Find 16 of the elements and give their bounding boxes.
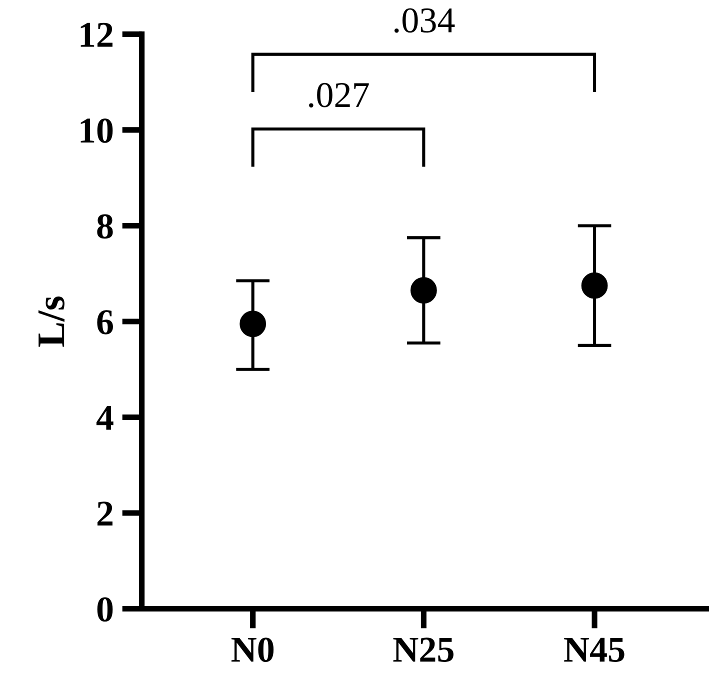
point <box>410 277 437 304</box>
y-tick-label: 10 <box>80 118 113 143</box>
y-tick-label: 2 <box>97 502 112 526</box>
y-tick-label: 12 <box>80 22 112 47</box>
x-tick-label: N0 <box>231 638 274 662</box>
y-tick-label: 4 <box>96 406 114 430</box>
point <box>581 272 608 299</box>
annotation: .027 <box>309 82 369 108</box>
y-axis-title: L/s <box>38 296 64 347</box>
x-tick-label: N45 <box>564 638 624 662</box>
y-tick-label: 0 <box>97 597 113 622</box>
y-tick-label: 8 <box>97 214 113 239</box>
x-tick-label: N25 <box>393 638 454 662</box>
y-tick-label: 6 <box>97 310 113 334</box>
point <box>240 310 266 338</box>
text: .034 <box>394 8 455 33</box>
